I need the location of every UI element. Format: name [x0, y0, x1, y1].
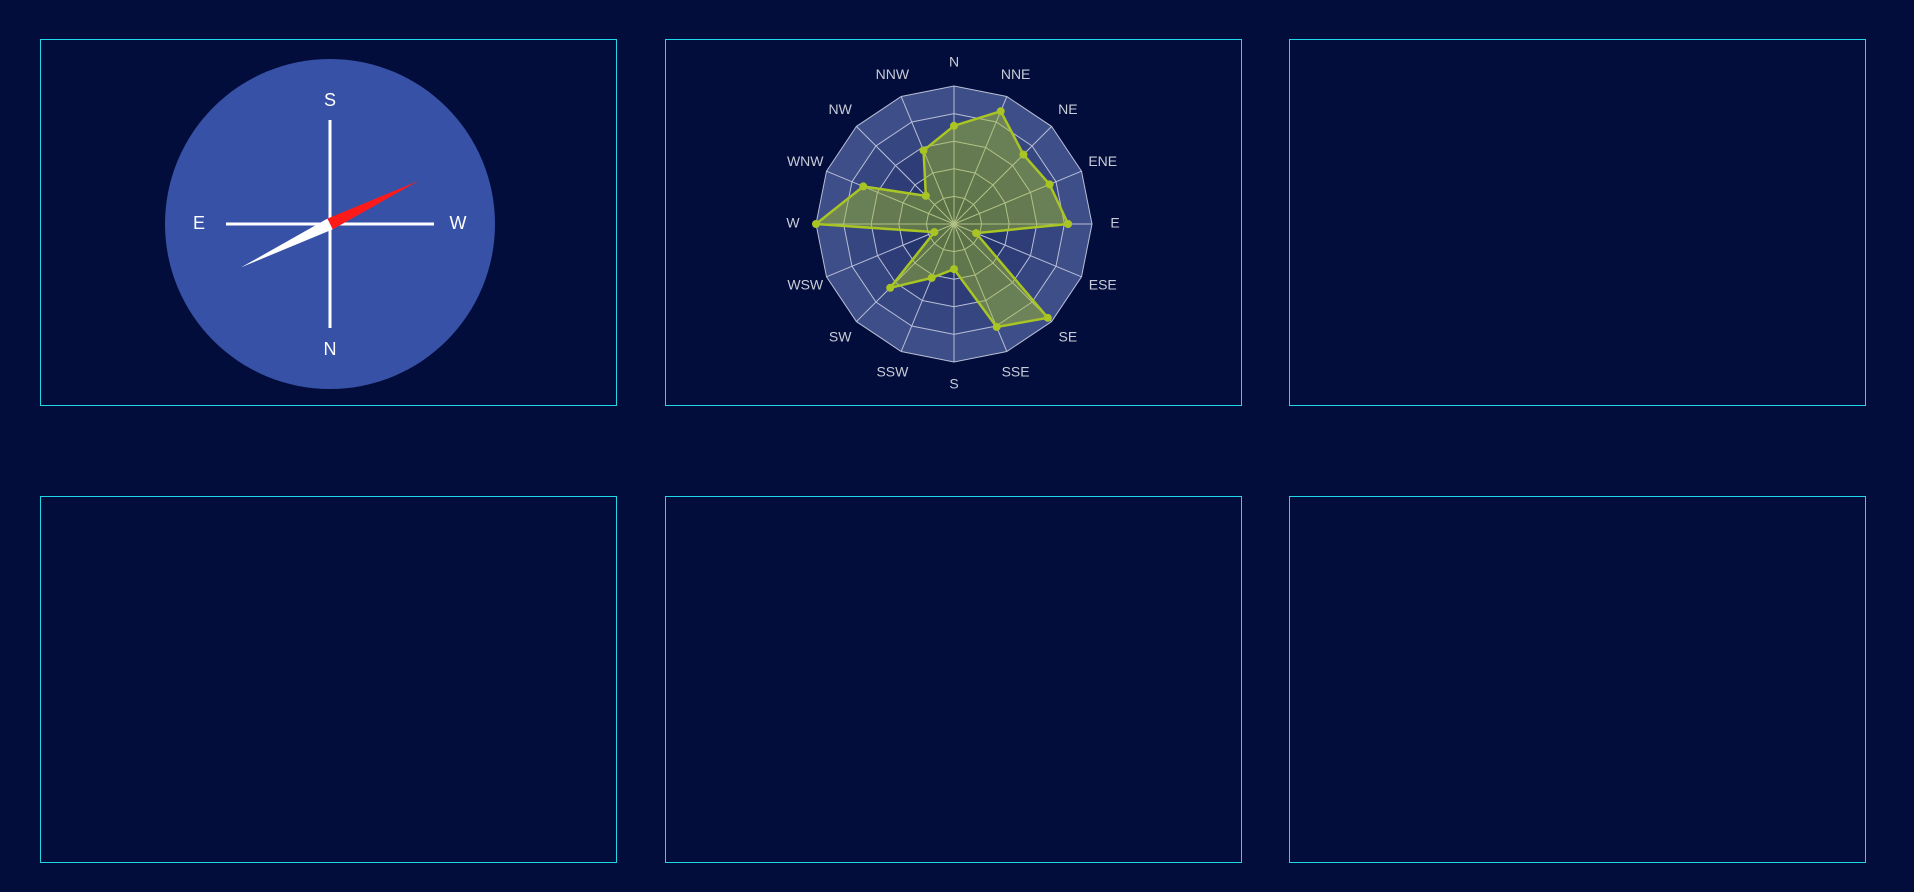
- radar-point-s: [950, 265, 958, 274]
- radar-spoke: [900, 96, 955, 225]
- radar-axis-label: SSW: [876, 363, 909, 379]
- radar-spoke: [953, 96, 1008, 225]
- compass-label-left: E: [193, 213, 205, 233]
- radar-axis-label: WSW: [787, 276, 824, 292]
- compass-needle: [241, 180, 419, 268]
- wind-rose-chart: N NNE NE ENE E ESE SE SSE S SSW SW WSW W WNW NW NNW: [786, 54, 1119, 392]
- radar-axis-label: SE: [1059, 329, 1078, 345]
- compass-label-right: W: [450, 213, 467, 233]
- radar-axis-label: ESE: [1089, 276, 1117, 292]
- radar-point-n: [950, 121, 958, 130]
- compass-label-bottom: N: [324, 339, 337, 359]
- empty-panel-5: [665, 496, 1242, 863]
- compass-label-top: S: [324, 90, 336, 110]
- needle-red-half: [327, 180, 419, 230]
- radar-point-nnw: [919, 146, 928, 155]
- radar-point-w: [812, 220, 820, 228]
- radar-spoke: [953, 223, 1052, 322]
- radar-point-ssw: [927, 273, 936, 282]
- radar-spoke: [900, 223, 955, 352]
- compass-panel: S N E W: [40, 39, 617, 406]
- radar-axis-label: WNW: [787, 153, 824, 169]
- radar-axis-label: W: [786, 215, 800, 231]
- radar-point-ene: [1045, 180, 1054, 189]
- radar-point-ese: [972, 229, 981, 238]
- radar-point-sse: [992, 322, 1001, 331]
- empty-panel-3: [1289, 39, 1866, 406]
- radar-axis-label: S: [949, 376, 958, 392]
- radar-axis-label: SW: [829, 329, 852, 345]
- radar-axis-label: N: [949, 54, 959, 70]
- radar-point-nw: [921, 191, 930, 200]
- empty-panel-4: [40, 496, 617, 863]
- radar-point-nne: [996, 107, 1005, 116]
- radar-axis-label: NNW: [876, 66, 910, 82]
- radar-point-wnw: [859, 182, 868, 191]
- radar-axis-label: NE: [1058, 101, 1077, 117]
- radar-point-e: [1064, 220, 1073, 228]
- radar-axis-label: ENE: [1088, 153, 1117, 169]
- radar-spoke: [856, 223, 955, 322]
- compass-gauge: S N E W: [165, 59, 495, 389]
- needle-white-half: [241, 218, 333, 268]
- radar-axis-label: SSE: [1002, 363, 1030, 379]
- radar-point-wsw: [930, 228, 939, 237]
- radar-point-se: [1043, 313, 1052, 322]
- radar-axis-label: NNE: [1001, 66, 1031, 82]
- radar-point-sw: [886, 283, 895, 292]
- radar-spoke: [953, 126, 1052, 225]
- radar-spoke: [953, 170, 1082, 225]
- wind-rose-panel: N NNE NE ENE E ESE SE SSE S SSW SW WSW W WNW NW NNW: [665, 39, 1242, 406]
- radar-point-ne: [1019, 150, 1028, 159]
- radar-axis-label: NW: [828, 101, 852, 117]
- radar-axis-label: E: [1110, 215, 1119, 231]
- radar-spoke: [856, 126, 955, 225]
- radar-spoke: [826, 170, 955, 225]
- empty-panel-6: [1289, 496, 1866, 863]
